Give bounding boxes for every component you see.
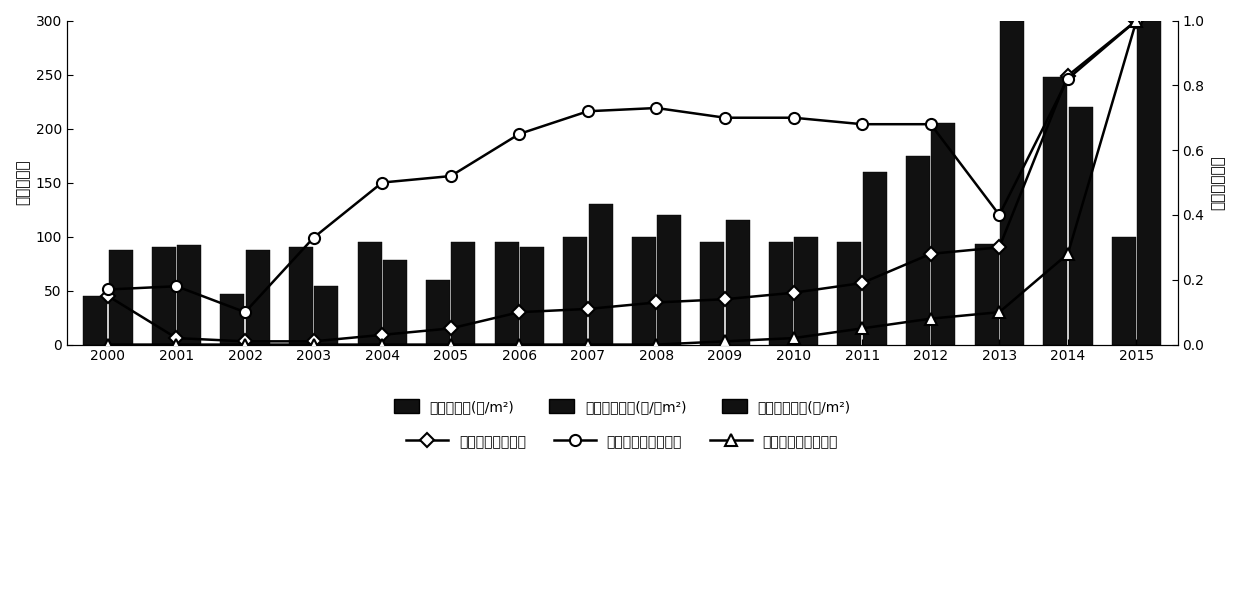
Bar [427,280,450,345]
Y-axis label: 实际效率值: 实际效率值 [15,160,30,205]
Bar [451,242,475,345]
Bar [83,296,107,345]
Bar [1069,107,1092,345]
Legend: 标准化总用水效率, 标准化生活用水效率, 标准化工业用水效率: 标准化总用水效率, 标准化生活用水效率, 标准化工业用水效率 [401,429,843,455]
Bar [1112,237,1136,345]
Bar [999,21,1024,345]
Bar [931,123,956,345]
Y-axis label: 标准化效率值: 标准化效率值 [1210,155,1225,210]
Bar [795,237,818,345]
Bar [289,248,312,345]
Bar [725,220,750,345]
Bar [520,248,544,345]
Bar [177,245,201,345]
Bar [906,155,930,345]
Bar [357,242,382,345]
Bar [563,237,588,345]
Bar [657,215,681,345]
Bar [701,242,724,345]
Bar [314,287,339,345]
Bar [1043,76,1068,345]
Bar [109,249,133,345]
Bar [975,244,998,345]
Bar [863,172,887,345]
Bar [1137,21,1161,345]
Bar [495,242,518,345]
Bar [221,294,244,345]
Bar [383,260,407,345]
Bar [837,242,862,345]
Bar [589,204,613,345]
Bar [769,242,792,345]
Bar [632,237,656,345]
Bar [151,248,176,345]
Bar [246,249,270,345]
